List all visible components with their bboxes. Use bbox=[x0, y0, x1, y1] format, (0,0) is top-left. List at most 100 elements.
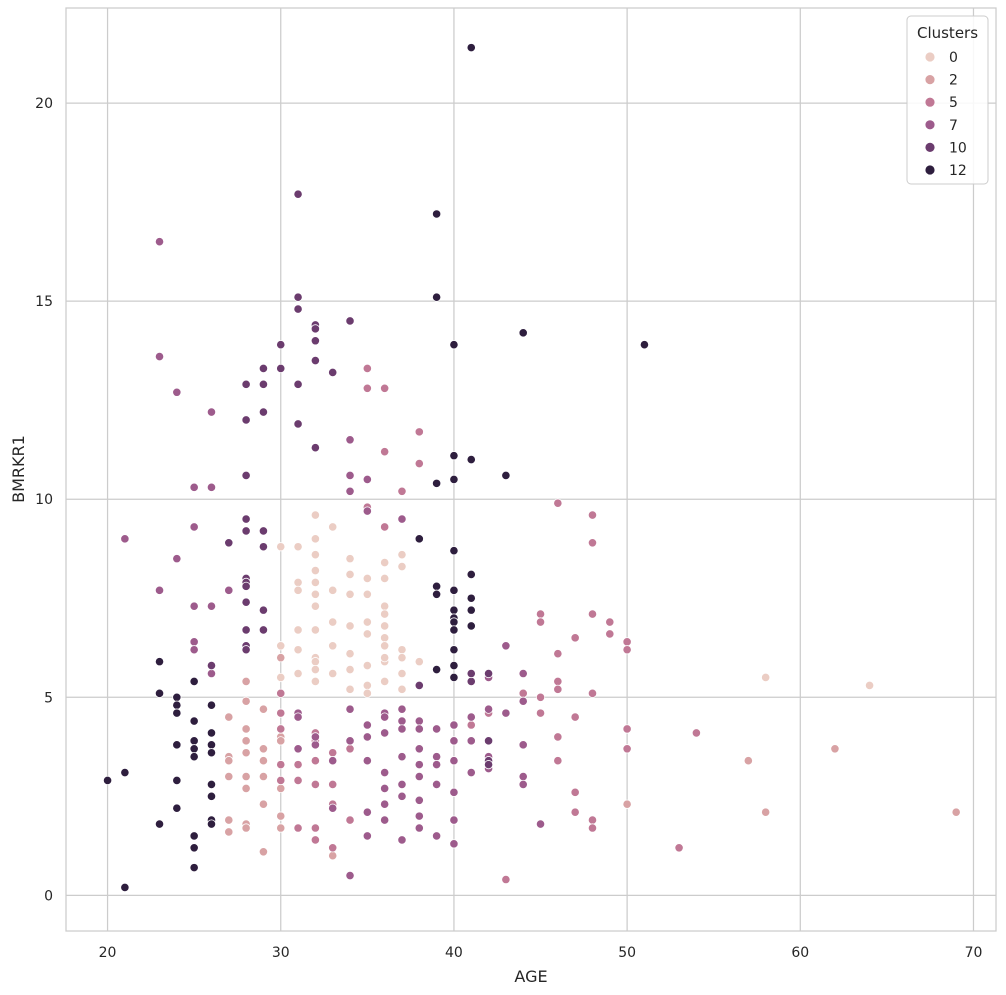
data-point bbox=[691, 728, 701, 738]
data-point bbox=[206, 779, 217, 790]
data-point bbox=[553, 756, 563, 766]
data-point bbox=[345, 704, 355, 714]
data-point bbox=[310, 779, 320, 790]
data-point bbox=[276, 340, 286, 350]
data-point bbox=[362, 807, 372, 817]
data-point bbox=[206, 819, 217, 829]
data-point bbox=[258, 379, 269, 389]
data-point bbox=[449, 645, 459, 655]
data-point bbox=[276, 641, 286, 651]
data-point bbox=[535, 617, 546, 627]
data-point bbox=[102, 775, 113, 786]
data-point bbox=[414, 724, 424, 734]
data-point bbox=[466, 668, 476, 679]
y-tick-label: 5 bbox=[44, 690, 53, 706]
data-point bbox=[241, 514, 251, 524]
data-point bbox=[362, 680, 372, 690]
y-tick-label: 0 bbox=[44, 888, 53, 904]
data-point bbox=[362, 617, 372, 627]
data-point bbox=[276, 688, 286, 698]
data-point bbox=[449, 736, 459, 746]
data-point bbox=[518, 668, 528, 679]
data-point bbox=[328, 803, 338, 813]
data-point bbox=[397, 550, 407, 560]
data-point bbox=[743, 756, 753, 766]
data-point bbox=[466, 569, 476, 580]
data-point bbox=[449, 815, 459, 825]
data-point bbox=[397, 645, 407, 655]
data-point bbox=[206, 482, 217, 492]
data-point bbox=[397, 486, 407, 496]
data-point bbox=[466, 767, 476, 778]
legend-label: 2 bbox=[949, 73, 958, 89]
data-point bbox=[380, 522, 390, 532]
data-point bbox=[432, 831, 442, 841]
data-point bbox=[432, 760, 442, 770]
x-tick-label: 40 bbox=[445, 945, 463, 961]
data-point bbox=[449, 787, 459, 797]
data-point bbox=[362, 831, 372, 841]
data-point bbox=[674, 843, 684, 853]
data-point bbox=[432, 779, 442, 790]
data-point bbox=[380, 621, 390, 631]
data-point bbox=[587, 815, 598, 825]
legend-marker bbox=[924, 119, 936, 131]
data-point bbox=[258, 605, 269, 615]
data-point bbox=[189, 601, 199, 611]
data-point bbox=[293, 625, 303, 635]
data-point bbox=[310, 534, 320, 544]
data-point bbox=[241, 597, 251, 607]
data-point bbox=[380, 767, 390, 778]
data-point bbox=[380, 728, 390, 738]
data-point bbox=[362, 589, 372, 599]
data-point bbox=[345, 470, 355, 481]
data-point bbox=[154, 237, 165, 247]
data-point bbox=[951, 807, 961, 817]
data-point bbox=[622, 724, 632, 734]
legend-marker bbox=[924, 96, 936, 108]
legend-label: 0 bbox=[949, 50, 958, 66]
data-point bbox=[189, 645, 199, 655]
data-point bbox=[293, 419, 303, 429]
data-point bbox=[276, 653, 286, 663]
data-point bbox=[189, 676, 199, 687]
data-point bbox=[414, 744, 424, 754]
data-point bbox=[501, 708, 511, 718]
data-point bbox=[639, 340, 650, 350]
data-point bbox=[449, 546, 459, 556]
data-point bbox=[432, 292, 442, 302]
data-point bbox=[362, 660, 372, 671]
data-point bbox=[293, 760, 303, 770]
x-tick-label: 50 bbox=[618, 945, 636, 961]
data-point bbox=[276, 811, 286, 821]
data-point bbox=[397, 752, 407, 762]
data-point bbox=[172, 775, 182, 786]
legend-marker bbox=[924, 164, 936, 176]
data-point bbox=[432, 724, 442, 734]
series-cluster-2 bbox=[224, 653, 961, 861]
data-point bbox=[761, 672, 771, 683]
data-point bbox=[224, 585, 234, 595]
data-point bbox=[483, 736, 494, 746]
data-point bbox=[189, 752, 199, 762]
data-point bbox=[414, 534, 424, 544]
data-point bbox=[310, 664, 320, 675]
data-point bbox=[501, 874, 511, 885]
data-point bbox=[449, 839, 459, 849]
data-point bbox=[154, 585, 165, 595]
data-point bbox=[310, 756, 320, 766]
data-point bbox=[310, 740, 320, 750]
y-tick-label: 10 bbox=[35, 492, 53, 508]
data-point bbox=[154, 352, 165, 362]
data-point bbox=[293, 823, 303, 833]
legend-label: 7 bbox=[949, 118, 958, 134]
legend-marker bbox=[924, 141, 936, 153]
data-point bbox=[276, 708, 286, 718]
data-point bbox=[397, 791, 407, 801]
data-point bbox=[397, 724, 407, 734]
data-point bbox=[362, 720, 372, 730]
data-point bbox=[241, 645, 251, 655]
plot-area bbox=[65, 7, 997, 932]
series-cluster-12 bbox=[102, 43, 650, 893]
data-point bbox=[570, 787, 580, 797]
